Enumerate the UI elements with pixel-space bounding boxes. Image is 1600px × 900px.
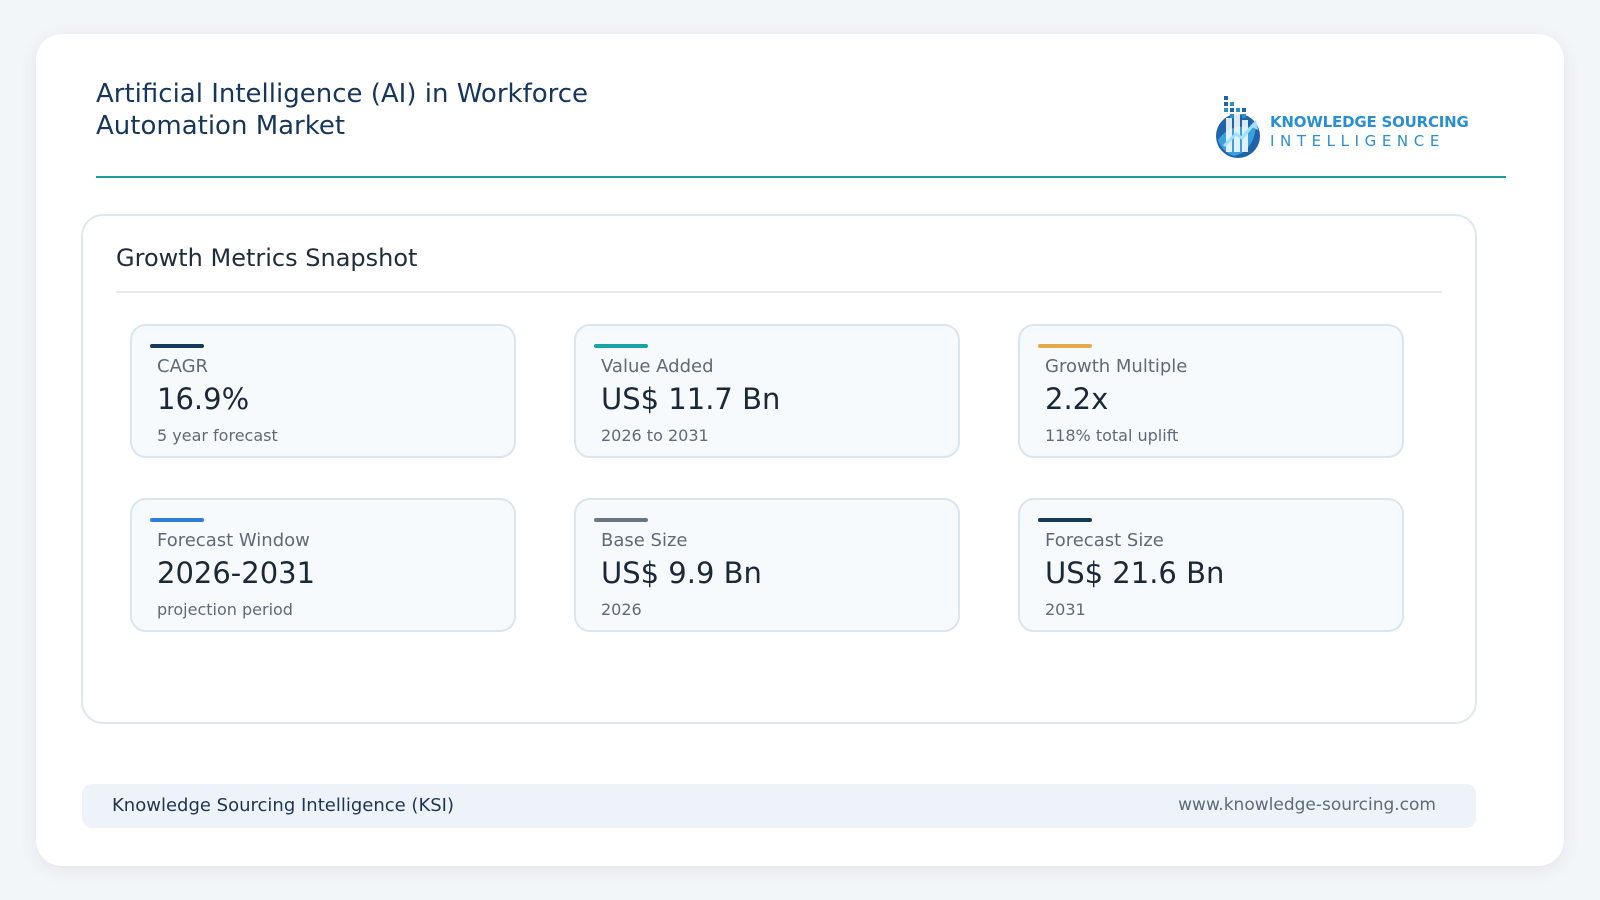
page-title: Artificial Intelligence (AI) in Workforc…: [96, 79, 589, 141]
metric-value: 16.9%: [157, 382, 250, 416]
metric-label: Growth Multiple: [1045, 356, 1188, 377]
metric-subtext: 118% total uplift: [1045, 426, 1179, 445]
metric-card-base-size: Base Size US$ 9.9 Bn 2026: [574, 498, 960, 632]
growth-metrics-panel: Growth Metrics Snapshot CAGR 16.9% 5 yea…: [81, 214, 1477, 724]
metric-label: Base Size: [601, 530, 688, 551]
metric-value: US$ 11.7 Bn: [601, 382, 781, 416]
header: Artificial Intelligence (AI) in Workforc…: [96, 78, 1506, 178]
metric-label: Forecast Size: [1045, 530, 1164, 551]
panel-divider: [116, 291, 1442, 293]
metric-accent-bar: [150, 518, 204, 522]
footer-website-link[interactable]: www.knowledge-sourcing.com: [1178, 795, 1436, 815]
metric-card-cagr: CAGR 16.9% 5 year forecast: [130, 324, 516, 458]
metric-subtext: 2026 to 2031: [601, 426, 709, 445]
metric-accent-bar: [1038, 518, 1092, 522]
metric-label: CAGR: [157, 356, 209, 377]
metric-card-forecast-window: Forecast Window 2026-2031 projection per…: [130, 498, 516, 632]
logo-text-primary: KNOWLEDGE SOURCING: [1270, 113, 1469, 131]
metric-value: 2.2x: [1045, 382, 1109, 416]
metric-label: Forecast Window: [157, 530, 310, 551]
metric-subtext: projection period: [157, 600, 293, 619]
company-logo: KNOWLEDGE SOURCING INTELLIGENCE: [1212, 94, 1469, 160]
metric-value: US$ 9.9 Bn: [601, 556, 762, 590]
metric-value: 2026-2031: [157, 556, 316, 590]
metric-value: US$ 21.6 Bn: [1045, 556, 1225, 590]
metric-card-growth-multiple: Growth Multiple 2.2x 118% total uplift: [1018, 324, 1404, 458]
footer: Knowledge Sourcing Intelligence (KSI) ww…: [82, 784, 1476, 828]
metric-accent-bar: [594, 518, 648, 522]
metric-accent-bar: [150, 344, 204, 348]
metric-subtext: 5 year forecast: [157, 426, 278, 445]
metric-accent-bar: [594, 344, 648, 348]
metric-card-value-added: Value Added US$ 11.7 Bn 2026 to 2031: [574, 324, 960, 458]
logo-text-secondary: INTELLIGENCE: [1270, 132, 1445, 150]
metric-accent-bar: [1038, 344, 1092, 348]
metric-card-forecast-size: Forecast Size US$ 21.6 Bn 2031: [1018, 498, 1404, 632]
footer-company-name: Knowledge Sourcing Intelligence (KSI): [112, 795, 455, 816]
metric-subtext: 2026: [601, 600, 642, 619]
metric-subtext: 2031: [1045, 600, 1086, 619]
metric-label: Value Added: [601, 356, 714, 377]
building-chart-globe-icon: [1216, 96, 1260, 158]
main-card: Artificial Intelligence (AI) in Workforc…: [36, 34, 1564, 866]
panel-title: Growth Metrics Snapshot: [116, 244, 418, 272]
